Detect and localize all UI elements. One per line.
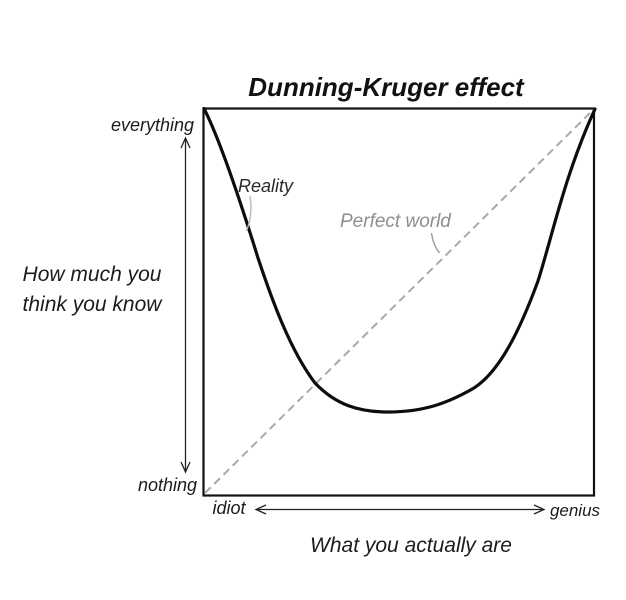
svg-text:think you know: think you know bbox=[23, 293, 164, 316]
svg-text:Perfect world: Perfect world bbox=[340, 211, 452, 232]
svg-text:How much you: How much you bbox=[23, 263, 162, 286]
svg-text:What you actually are: What you actually are bbox=[310, 534, 512, 557]
svg-text:idiot: idiot bbox=[212, 498, 246, 518]
svg-text:Reality: Reality bbox=[238, 176, 294, 196]
svg-text:everything: everything bbox=[111, 115, 194, 135]
svg-text:nothing: nothing bbox=[138, 475, 197, 495]
svg-text:genius: genius bbox=[550, 501, 601, 520]
svg-text:Dunning-Kruger effect: Dunning-Kruger effect bbox=[248, 72, 525, 102]
